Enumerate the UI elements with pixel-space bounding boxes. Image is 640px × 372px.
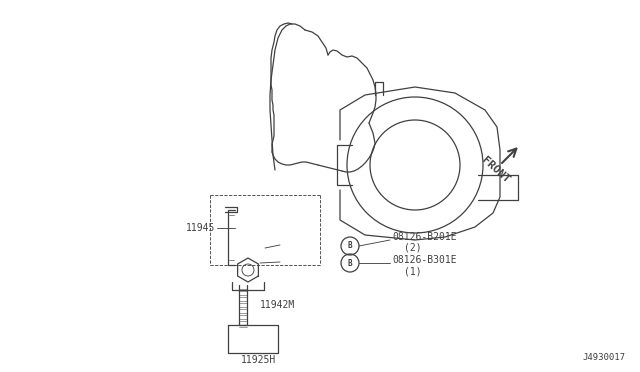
Text: B: B [348, 259, 352, 267]
Text: 11942M: 11942M [260, 300, 295, 310]
Text: (2): (2) [404, 243, 422, 253]
Text: B: B [348, 241, 352, 250]
Text: (1): (1) [404, 266, 422, 276]
Text: 08126-B301E: 08126-B301E [392, 255, 456, 265]
Text: 11925H: 11925H [241, 355, 276, 365]
Text: J4930017: J4930017 [582, 353, 625, 362]
Text: FRONT: FRONT [480, 155, 512, 185]
Text: 08126-B201E: 08126-B201E [392, 232, 456, 242]
Text: 11945: 11945 [186, 223, 215, 233]
